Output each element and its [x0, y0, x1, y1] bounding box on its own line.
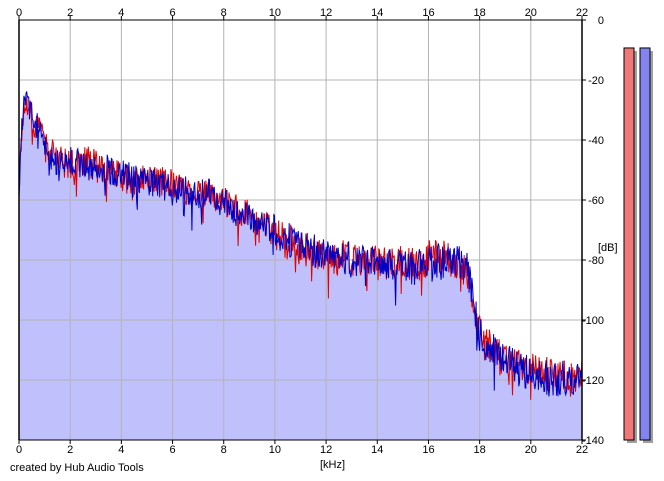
x-tick-label-bottom: 18	[474, 444, 486, 456]
x-tick-label-bottom: 20	[525, 444, 537, 456]
right-level-meter	[639, 47, 651, 441]
y-tick-label: -100	[582, 315, 604, 327]
x-axis-title: [kHz]	[320, 459, 345, 471]
spectrum-fill	[19, 91, 582, 441]
x-tick-label-bottom: 6	[169, 444, 175, 456]
x-tick-label-bottom: 16	[422, 444, 434, 456]
x-tick-label-top: 16	[422, 7, 434, 19]
y-tick-label: -80	[588, 255, 604, 267]
x-tick-label-bottom: 22	[576, 444, 588, 456]
x-tick-label-bottom: 4	[118, 444, 124, 456]
x-tick-label-top: 8	[221, 7, 227, 19]
x-tick-label-bottom: 14	[371, 444, 383, 456]
left-level-meter	[623, 47, 635, 441]
x-tick-label-top: 4	[118, 7, 124, 19]
x-tick-label-top: 10	[269, 7, 281, 19]
x-tick-label-bottom: 12	[320, 444, 332, 456]
y-axis-title: [dB]	[598, 242, 618, 254]
credit-text: created by Hub Audio Tools	[10, 462, 144, 474]
x-tick-label-top: 18	[474, 7, 486, 19]
x-tick-label-bottom: 0	[16, 444, 22, 456]
x-tick-label-bottom: 10	[269, 444, 281, 456]
x-tick-label-top: 14	[371, 7, 383, 19]
y-tick-label: -40	[588, 135, 604, 147]
x-tick-label-top: 0	[16, 7, 22, 19]
spectrum-area	[19, 91, 582, 441]
y-tick-label: -20	[588, 75, 604, 87]
axes	[18, 16, 586, 444]
x-tick-label-top: 6	[169, 7, 175, 19]
x-tick-label-top: 12	[320, 7, 332, 19]
x-tick-label-top: 2	[67, 7, 73, 19]
x-tick-label-top: 22	[576, 7, 588, 19]
level-meters	[623, 47, 653, 444]
x-tick-label-top: 20	[525, 7, 537, 19]
x-tick-label-bottom: 2	[67, 444, 73, 456]
y-tick-label: -140	[582, 435, 604, 447]
y-tick-label: -60	[588, 195, 604, 207]
series-line-right	[18, 91, 583, 397]
series-layer	[18, 91, 583, 400]
x-tick-label-bottom: 8	[221, 444, 227, 456]
tick-labels: 002244668810101212141416161818202022220-…	[16, 7, 604, 456]
y-tick-label: 0	[598, 15, 604, 27]
y-tick-label: -120	[582, 375, 604, 387]
